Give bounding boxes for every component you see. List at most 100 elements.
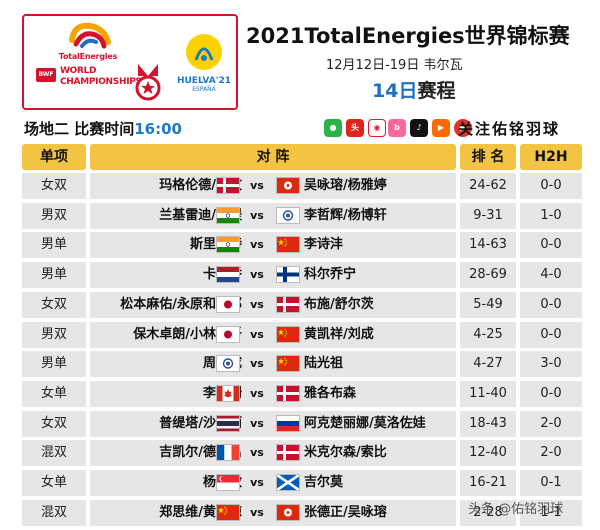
left-flag-icon — [217, 178, 239, 193]
page-title: 2021TotalEnergies世界锦标赛 — [246, 24, 570, 48]
event-type: 男单 — [22, 262, 86, 289]
head-to-head: 2-0 — [520, 440, 582, 467]
douyin-icon: ♪ — [410, 119, 428, 137]
event-type: 男单 — [22, 351, 86, 378]
right-players: 张德正/吴咏瑢 — [304, 504, 387, 520]
matchup: 郑思维/黄雅琼 vs 张德正/吴咏瑢 — [90, 499, 456, 526]
ranking: 9-31 — [460, 202, 516, 229]
table-row: 女单李文珊vs雅各布森11-400-0 — [22, 380, 582, 407]
head-to-head: 0-0 — [520, 321, 582, 348]
left-players: 保木卓朗/小林优吾 — [133, 326, 242, 342]
matchup: 卡尔乔vs科尔乔宁 — [90, 262, 456, 289]
table-row: 男单周天成vs陆光祖4-273-0 — [22, 351, 582, 378]
weibo-icon: ◉ — [368, 119, 386, 137]
totalenergies-logo-icon — [69, 22, 111, 49]
vs-label: vs — [250, 446, 264, 460]
head-to-head: 0-0 — [520, 291, 582, 318]
vs-label: vs — [250, 179, 264, 192]
table-row: 混双 吉凯尔/德尔吕 vs 米克尔森/索比 12-40 2-0 — [22, 440, 582, 467]
event-logo-line2: CHAMPIONSHIPS — [60, 77, 142, 87]
head-to-head: 0-0 — [520, 232, 582, 259]
head-to-head: 0-0 — [520, 380, 582, 407]
matchup: 周天成vs陆光祖 — [90, 351, 456, 378]
header-type: 单项 — [22, 144, 86, 170]
table-row: 女双 松本麻佑/永原和可那 vs 布施/舒尔茨 5-49 0-0 — [22, 291, 582, 318]
follow-text: 关注佑铭羽球 — [458, 120, 561, 138]
matchup: 普缇塔/沙西丽 vs 阿克楚丽娜/莫洛佐娃 — [90, 410, 456, 437]
matchup: 斯里坎特 vs 李诗沣 — [90, 232, 456, 259]
head-to-head: 0-0 — [520, 173, 582, 199]
left-flag-icon — [217, 445, 239, 461]
table-row: 女双 玛格伦德/拉文 vs 吴咏瑢/杨雅婷 24-62 0-0 — [22, 173, 582, 199]
event-type: 男双 — [22, 321, 86, 348]
right-players: 陆光祖 — [304, 356, 344, 372]
head-to-head: 4-0 — [520, 262, 582, 289]
vs-label: vs — [250, 327, 264, 341]
ranking: 24-62 — [460, 173, 516, 199]
matchup: 吉凯尔/德尔吕 vs 米克尔森/索比 — [90, 440, 456, 467]
left-flag-icon — [217, 504, 239, 520]
event-type: 女单 — [22, 470, 86, 496]
event-type: 男单 — [22, 232, 86, 259]
header-rank: 排 名 — [460, 144, 516, 170]
event-dates: 12月12日-19日 韦尔瓦 — [326, 58, 463, 73]
table-header-row: 单项 对 阵 排 名 H2H — [22, 144, 582, 170]
head-to-head: 0-1 — [520, 470, 582, 496]
court-label: 场地二 比赛时间 — [24, 120, 135, 138]
right-flag-icon — [277, 504, 299, 520]
vs-label: vs — [250, 357, 264, 371]
schedule-day-title: 14日赛程 — [372, 76, 455, 103]
event-logo-text: WORLD CHAMPIONSHIPS — [60, 66, 142, 88]
table-row: 女双 普缇塔/沙西丽 vs 阿克楚丽娜/莫洛佐娃 18-43 2-0 — [22, 410, 582, 437]
matchup: 松本麻佑/永原和可那 vs 布施/舒尔茨 — [90, 291, 456, 318]
ranking: 18-43 — [460, 410, 516, 437]
left-flag-icon — [217, 415, 239, 431]
header-match: 对 阵 — [90, 144, 456, 170]
event-type: 混双 — [22, 440, 86, 467]
ranking: 4-25 — [460, 321, 516, 348]
event-logo-panel: TotalEnergies BWF WORLD CHAMPIONSHIPS HU… — [22, 14, 238, 110]
event-type: 女双 — [22, 291, 86, 318]
left-players: 松本麻佑/永原和可那 — [120, 296, 242, 312]
head-to-head: 1-0 — [520, 202, 582, 229]
left-flag-icon — [217, 296, 239, 312]
right-flag-icon — [277, 385, 299, 401]
left-flag-icon — [217, 237, 239, 253]
kuaishou-icon: ▶ — [432, 119, 450, 137]
vs-label: vs — [250, 238, 264, 252]
matchup: 玛格伦德/拉文 vs 吴咏瑢/杨雅婷 — [90, 173, 456, 199]
right-players: 吉尔莫 — [304, 475, 344, 490]
ranking: 14-63 — [460, 232, 516, 259]
event-logo-line1: WORLD — [60, 66, 97, 76]
right-players: 米克尔森/索比 — [304, 445, 387, 461]
vs-label: vs — [250, 505, 264, 519]
match-start-time: 16:00 — [134, 120, 182, 138]
left-flag-icon — [217, 385, 239, 401]
host-city-text: HUELVA'21 — [176, 76, 232, 86]
vs-label: vs — [250, 386, 264, 400]
bilibili-icon: b — [388, 119, 406, 137]
matchup: 兰基雷迪/谢提 vs 李哲辉/杨博轩 — [90, 202, 456, 229]
vs-label: vs — [250, 416, 264, 430]
left-flag-icon — [217, 326, 239, 342]
bwf-badge: BWF — [36, 68, 56, 82]
right-players: 阿克楚丽娜/莫洛佐娃 — [304, 415, 426, 431]
right-players: 李诗沣 — [304, 237, 344, 253]
ranking: 12-40 — [460, 440, 516, 467]
matchup: 保木卓朗/小林优吾 vs 黄凯祥/刘成 — [90, 321, 456, 348]
huelva-logo-icon — [186, 34, 222, 70]
left-flag-icon — [217, 207, 239, 223]
left-flag-icon — [217, 475, 239, 490]
table-row: 混双 郑思维/黄雅琼 vs 张德正/吴咏瑢 2-28 1-1 — [22, 499, 582, 526]
header-h2h: H2H — [520, 144, 582, 170]
table-row: 男单卡尔乔vs科尔乔宁28-694-0 — [22, 262, 582, 289]
schedule-day-suffix: 赛程 — [417, 80, 456, 102]
ranking: 2-28 — [460, 499, 516, 526]
right-flag-icon — [277, 356, 299, 372]
watermark: 头条 @佑铭羽球 — [468, 502, 564, 517]
vs-label: vs — [250, 476, 264, 489]
right-flag-icon — [277, 237, 299, 253]
right-flag-icon — [277, 445, 299, 461]
right-players: 黄凯祥/刘成 — [304, 326, 374, 342]
right-flag-icon — [277, 326, 299, 342]
